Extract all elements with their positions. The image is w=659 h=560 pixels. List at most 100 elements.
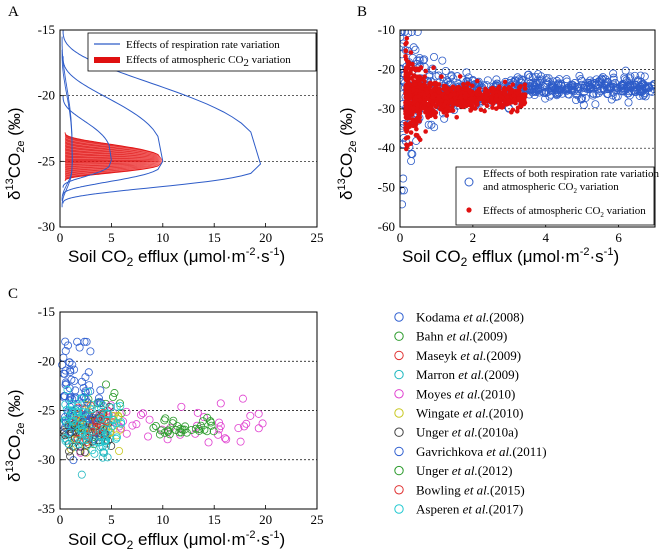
panel-b-atm-point <box>443 95 449 101</box>
panel-c-xtick-label: 0 <box>57 512 64 527</box>
panel-b-atm-point <box>467 89 473 95</box>
panel-c-point <box>102 442 111 451</box>
panel-b-atm-point <box>468 96 474 101</box>
panel-c-point <box>106 403 115 412</box>
panel-c-point <box>158 425 167 434</box>
panel-a-respiration-curve <box>62 95 112 188</box>
panel-b-atm-point <box>433 114 438 120</box>
legend-c-marker <box>394 485 404 495</box>
panel-a-atmospheric-hatch <box>64 143 164 174</box>
panel-b-both-point <box>585 81 594 90</box>
panel-b-atm-point <box>490 105 495 110</box>
panel-c-point <box>67 399 76 408</box>
panel-b-atm-point <box>448 92 454 98</box>
panel-b-frame <box>399 29 656 228</box>
panel-b-both-point <box>636 71 645 80</box>
legend-c-marker <box>394 465 404 476</box>
panel-b-atm-point <box>515 105 521 111</box>
panel-b-atm-point <box>461 82 466 87</box>
panel-b-both-point <box>609 75 618 84</box>
panel-b-both-point <box>625 91 634 100</box>
panel-c-point <box>87 405 96 414</box>
panel-c-ylabel: δ13CO2e (‰) <box>4 389 27 482</box>
panel-b-atm-point <box>427 81 432 87</box>
panel-b-both-point <box>558 89 567 98</box>
panel-b-atm-point <box>475 88 481 94</box>
panel-b-atm-point <box>431 86 437 92</box>
panel-b-atm-point <box>463 91 468 97</box>
panel-b-atm-point <box>404 104 409 110</box>
panel-a: 0 5 10 15 20 25 -30 -25 -20 -15 Effects of respir… <box>4 22 324 269</box>
panel-b-xtick-label: 2 <box>470 230 477 245</box>
panel-b-atm-point <box>407 109 413 115</box>
panel-b-atm-point <box>415 102 420 108</box>
panel-b-both-point <box>649 84 655 93</box>
panel-b-both-point <box>578 93 587 102</box>
panel-c-point <box>177 402 186 411</box>
legend-both-marker <box>464 177 474 187</box>
panel-b-atm-point <box>456 99 462 105</box>
panel-b-atm-point <box>404 35 410 41</box>
panel-a-atmospheric-hatch <box>64 154 164 167</box>
panel-b-atm-point <box>481 100 486 105</box>
panel-c-point <box>222 435 231 444</box>
panel-b-atm-point <box>410 66 416 72</box>
panel-b-atm-point <box>482 108 487 114</box>
panel-c-point <box>165 430 174 439</box>
panel-c-point <box>75 425 84 434</box>
panel-a-ytick-label: -30 <box>38 219 55 234</box>
panel-b-atm-point <box>517 85 523 90</box>
panel-c-point <box>96 399 105 408</box>
panel-c-point <box>236 437 245 446</box>
panel-c-point <box>78 416 87 425</box>
panel-c-point <box>66 366 75 375</box>
panel-b-both-point <box>613 92 622 101</box>
panel-c-point <box>240 422 249 431</box>
panel-b-atm-point <box>522 82 528 88</box>
panel-b-atm-point <box>408 141 414 147</box>
panel-b-atm-point <box>422 82 428 88</box>
panel-c-point <box>70 376 79 385</box>
panel-c-point <box>175 428 184 437</box>
panel-b-both-point <box>594 89 603 98</box>
panel-a-xtick-label: 20 <box>259 230 272 245</box>
panel-c-point <box>78 408 87 417</box>
panel-c-point <box>122 429 131 438</box>
panel-b-atm-point <box>404 65 409 71</box>
panel-b-both-point <box>621 66 630 75</box>
panel-c-point <box>98 401 107 410</box>
panel-a-ytick-label: -20 <box>38 88 55 103</box>
panel-b-both-point <box>546 83 555 92</box>
panel-c-point <box>203 413 212 422</box>
panel-b-atm-point <box>502 91 508 97</box>
legend-c-marker <box>394 369 404 380</box>
panel-b-atm-point <box>470 83 475 89</box>
panel-c-ytick-label: -30 <box>38 452 55 467</box>
panel-a-xtick-label: 5 <box>108 230 115 245</box>
panel-b-both-point <box>492 75 501 84</box>
panel-c-point <box>216 422 225 431</box>
panel-c-point <box>60 434 69 443</box>
panel-a-ylabel: δ13CO2e (‰) <box>4 107 27 200</box>
panel-b-both-point <box>511 77 520 86</box>
panel-c-point <box>64 440 73 449</box>
panel-c-point <box>74 440 83 449</box>
panel-c-ytick-label: -25 <box>38 403 55 418</box>
panel-c-point <box>122 407 131 416</box>
panel-b-both-point <box>542 76 551 85</box>
legend-c-label: Bowling et al.(2015) <box>416 482 525 497</box>
panel-b-atm-point <box>516 96 521 102</box>
panel-b-atm-point <box>411 87 416 93</box>
panel-c-point <box>78 427 87 436</box>
panel-b-both-point <box>556 85 565 94</box>
panel-c-point <box>77 425 86 434</box>
panel-b-atm-point <box>423 68 429 74</box>
panel-b-atm-point <box>493 96 499 102</box>
legend-c-marker <box>394 389 404 399</box>
panel-b-both-point <box>409 43 418 52</box>
panel-c-point <box>60 427 69 436</box>
panel-b-atm-point <box>410 61 415 67</box>
panel-c-point <box>94 394 103 403</box>
panel-c-point <box>71 420 80 429</box>
panel-b-atm-point <box>437 101 443 107</box>
